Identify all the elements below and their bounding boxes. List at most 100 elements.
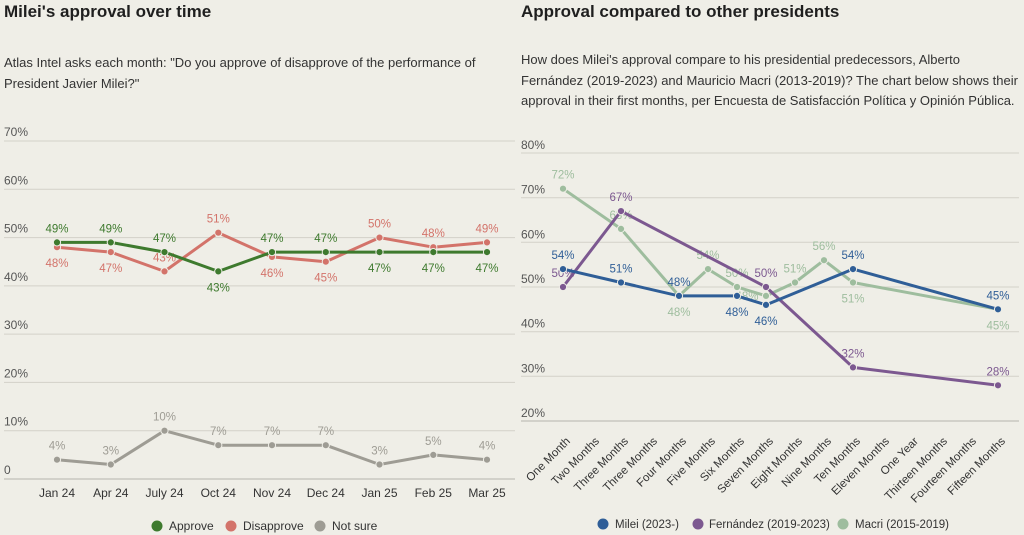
y-tick-label: 30% xyxy=(521,361,545,375)
y-tick-label: 20% xyxy=(4,366,28,380)
fernandez-data-label: 50% xyxy=(754,268,777,280)
approve-point xyxy=(375,248,384,257)
not-sure-data-label: 4% xyxy=(49,441,66,453)
disapprove-data-label: 51% xyxy=(207,214,230,226)
left-chart-subtitle: Atlas Intel asks each month: "Do you app… xyxy=(4,55,476,91)
not-sure-data-label: 10% xyxy=(153,412,176,424)
macri-data-label: 45% xyxy=(986,320,1009,332)
disapprove-point xyxy=(214,228,223,237)
approve-data-label: 47% xyxy=(475,263,498,275)
not-sure-data-label: 7% xyxy=(317,426,334,438)
x-tick-label: Mar 25 xyxy=(468,486,506,500)
disapprove-data-label: 48% xyxy=(45,258,68,270)
not-sure-point xyxy=(160,426,169,435)
approve-data-label: 49% xyxy=(45,223,68,235)
y-tick-label: 60% xyxy=(521,227,545,241)
y-tick-label: 10% xyxy=(4,415,28,429)
disapprove-data-label: 47% xyxy=(99,263,122,275)
legend-swatch-fernandez xyxy=(692,518,704,530)
macri-point xyxy=(819,256,829,265)
y-tick-label: 70% xyxy=(521,183,545,197)
not-sure-series: 4% 3% 10% 7% 7% 7% 3% 5% 4% xyxy=(49,412,495,469)
fernandez-point xyxy=(761,282,771,292)
x-tick-label: July 24 xyxy=(145,486,183,500)
disapprove-data-label: 50% xyxy=(368,219,391,231)
not-sure-point xyxy=(106,460,115,469)
y-axis-labels: 70% 60% 50% 40% 30% 20% 10% 0 xyxy=(4,125,28,477)
macri-data-label: 56% xyxy=(812,241,835,253)
disapprove-data-label: 49% xyxy=(475,223,498,235)
not-sure-point xyxy=(267,441,277,450)
approve-data-label: 47% xyxy=(260,233,283,245)
disapprove-point xyxy=(321,257,330,266)
y-tick-label: 80% xyxy=(521,138,545,152)
y-tick-label: 30% xyxy=(4,318,28,332)
legend-swatch-approve xyxy=(151,520,163,532)
legend-label-approve: Approve xyxy=(169,519,214,533)
legend-label-fernandez: Fernández (2019-2023) xyxy=(709,519,830,531)
disapprove-data-label: 45% xyxy=(314,273,337,285)
milei-data-label: 48% xyxy=(725,307,748,319)
y-tick-label: 0 xyxy=(4,463,11,477)
left-chart-title: Milei's approval over time xyxy=(4,2,212,21)
milei-data-label: 54% xyxy=(841,250,864,262)
disapprove-data-label: 46% xyxy=(260,268,283,280)
not-sure-point xyxy=(429,450,438,459)
approve-point xyxy=(429,248,438,257)
x-tick-label: Apr 24 xyxy=(93,486,129,500)
gridlines xyxy=(4,140,515,480)
approve-data-label: 47% xyxy=(422,263,445,275)
disapprove-series: 48% 47%43%51%46% 45%50%48% 49% xyxy=(45,214,498,285)
not-sure-data-label: 7% xyxy=(264,426,281,438)
legend-swatch-disapprove xyxy=(225,520,237,532)
y-tick-label: 40% xyxy=(521,317,545,331)
legend-swatch-not-sure xyxy=(314,520,326,532)
milei-point xyxy=(848,265,858,274)
y-tick-label: 20% xyxy=(521,406,545,420)
milei-data-label: 54% xyxy=(551,250,574,262)
macri-point xyxy=(732,282,742,292)
approve-point xyxy=(52,238,62,247)
approval-over-time-panel: Approve Disapprove Not sure 70% 60% 50% 40%… xyxy=(4,2,515,533)
not-sure-data-label: 3% xyxy=(371,446,388,458)
milei-point xyxy=(761,300,771,309)
legend-item-fernandez: Fernández (2019-2023) xyxy=(692,518,830,531)
macri-point xyxy=(790,278,800,287)
disapprove-point xyxy=(106,248,115,257)
milei-series: 54% 51% 48% 48% 46% 54% 45% xyxy=(551,250,1009,328)
macri-data-label: 51% xyxy=(841,294,864,306)
not-sure-point xyxy=(375,460,384,469)
disapprove-point xyxy=(160,267,169,276)
approve-data-label: 47% xyxy=(153,233,176,245)
y-tick-label: 50% xyxy=(4,222,28,236)
presidents-comparison-panel: Milei (2023-) Fernández (2019-2023) Macr… xyxy=(517,0,1024,535)
presidents-comparison-line-chart: Milei (2023-) Fernández (2019-2023) Macr… xyxy=(521,138,1019,531)
not-sure-point xyxy=(482,455,492,464)
milei-point xyxy=(732,291,742,300)
legend-item-approve: Approve xyxy=(151,519,214,533)
approve-point xyxy=(214,267,223,276)
legend-item-milei: Milei (2023-) xyxy=(597,518,679,531)
approval-over-time-line-chart: Approve Disapprove Not sure 70% 60% 50% 40%… xyxy=(4,125,515,533)
milei-data-label: 46% xyxy=(754,316,777,328)
milei-point xyxy=(616,278,626,287)
fernandez-point xyxy=(848,363,858,372)
not-sure-data-label: 3% xyxy=(102,446,119,458)
macri-data-label: 48% xyxy=(667,307,690,319)
legend-label-disapprove: Disapprove xyxy=(243,519,304,533)
legend-swatch-milei xyxy=(597,518,609,530)
y-tick-label: 50% xyxy=(521,272,545,286)
y-tick-label: 60% xyxy=(4,173,28,187)
right-chart-description: How does Milei's approval compare to his… xyxy=(521,52,1018,108)
x-tick-label: Oct 24 xyxy=(201,486,237,500)
x-axis-labels: Jan 24 Apr 24 July 24 Oct 24 Nov 24 Dec 24 Jan… xyxy=(39,486,506,500)
legend-label-macri: Macri (2015-2019) xyxy=(855,519,949,531)
y-tick-label: 70% xyxy=(4,125,28,139)
macri-data-label: 72% xyxy=(551,170,574,182)
disapprove-point xyxy=(482,238,492,247)
fernandez-point xyxy=(993,381,1003,390)
approve-data-label: 49% xyxy=(99,223,122,235)
milei-data-label: 48% xyxy=(667,277,690,289)
not-sure-point xyxy=(52,455,62,464)
